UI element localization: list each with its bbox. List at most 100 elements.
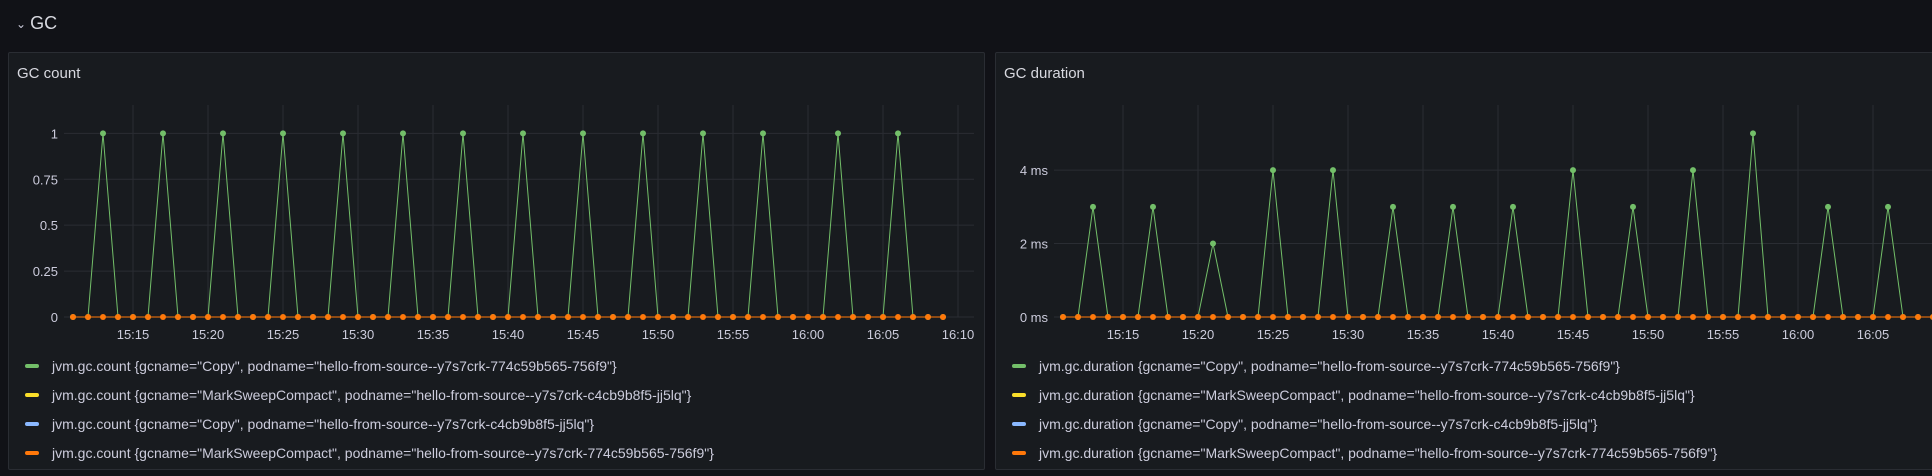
data-point[interactable]: [280, 130, 286, 137]
data-point[interactable]: [580, 314, 586, 320]
data-point[interactable]: [1615, 314, 1621, 320]
data-point[interactable]: [940, 314, 946, 320]
data-point[interactable]: [460, 130, 466, 137]
data-point[interactable]: [1735, 314, 1741, 320]
data-point[interactable]: [1525, 314, 1531, 320]
data-point[interactable]: [1855, 314, 1861, 320]
data-point[interactable]: [790, 314, 796, 320]
data-point[interactable]: [550, 314, 556, 320]
data-point[interactable]: [865, 314, 871, 320]
data-point[interactable]: [1450, 314, 1456, 320]
data-point[interactable]: [1630, 203, 1636, 210]
data-point[interactable]: [640, 314, 646, 320]
data-point[interactable]: [1450, 203, 1456, 210]
data-point[interactable]: [370, 314, 376, 320]
data-point[interactable]: [1330, 314, 1336, 320]
data-point[interactable]: [775, 314, 781, 320]
data-point[interactable]: [505, 314, 511, 320]
data-point[interactable]: [1510, 314, 1516, 320]
data-point[interactable]: [1090, 203, 1096, 210]
data-point[interactable]: [895, 314, 901, 320]
data-point[interactable]: [1900, 314, 1906, 320]
data-point[interactable]: [1645, 314, 1651, 320]
data-point[interactable]: [1060, 314, 1066, 320]
data-point[interactable]: [205, 314, 211, 320]
data-point[interactable]: [310, 314, 316, 320]
legend-item[interactable]: jvm.gc.count {gcname="Copy", podname="he…: [25, 409, 714, 438]
data-point[interactable]: [1660, 314, 1666, 320]
data-point[interactable]: [1390, 203, 1396, 210]
data-point[interactable]: [355, 314, 361, 320]
data-point[interactable]: [1210, 314, 1216, 320]
data-point[interactable]: [535, 314, 541, 320]
data-point[interactable]: [1210, 240, 1216, 247]
data-point[interactable]: [1840, 314, 1846, 320]
data-point[interactable]: [295, 314, 301, 320]
data-point[interactable]: [160, 314, 166, 320]
legend-item[interactable]: jvm.gc.duration {gcname="MarkSweepCompac…: [1012, 438, 1717, 467]
chevron-down-icon[interactable]: ⌄: [16, 17, 27, 31]
data-point[interactable]: [1315, 314, 1321, 320]
data-point[interactable]: [1120, 314, 1126, 320]
legend-item[interactable]: jvm.gc.duration {gcname="Copy", podname=…: [1012, 409, 1717, 438]
data-point[interactable]: [1330, 167, 1336, 174]
row-header-gc[interactable]: ⌄ GC: [16, 10, 57, 36]
data-point[interactable]: [490, 314, 496, 320]
data-point[interactable]: [1345, 314, 1351, 320]
data-point[interactable]: [1630, 314, 1636, 320]
data-point[interactable]: [340, 314, 346, 320]
data-point[interactable]: [1420, 314, 1426, 320]
panel-title[interactable]: GC duration: [1004, 65, 1085, 82]
data-point[interactable]: [700, 130, 706, 137]
legend-item[interactable]: jvm.gc.count {gcname="MarkSweepCompact",…: [25, 438, 714, 467]
data-point[interactable]: [1360, 314, 1366, 320]
data-point[interactable]: [85, 314, 91, 320]
data-point[interactable]: [1810, 314, 1816, 320]
data-point[interactable]: [910, 314, 916, 320]
data-point[interactable]: [880, 314, 886, 320]
data-point[interactable]: [760, 314, 766, 320]
data-point[interactable]: [925, 314, 931, 320]
legend-item[interactable]: jvm.gc.count {gcname="Copy", podname="he…: [25, 351, 714, 380]
data-point[interactable]: [1780, 314, 1786, 320]
data-point[interactable]: [385, 314, 391, 320]
data-point[interactable]: [1690, 167, 1696, 174]
data-point[interactable]: [1135, 314, 1141, 320]
data-point[interactable]: [220, 314, 226, 320]
data-point[interactable]: [1390, 314, 1396, 320]
data-point[interactable]: [445, 314, 451, 320]
data-point[interactable]: [1570, 314, 1576, 320]
data-point[interactable]: [1405, 314, 1411, 320]
legend-item[interactable]: jvm.gc.duration {gcname="MarkSweepCompac…: [1012, 380, 1717, 409]
data-point[interactable]: [1870, 314, 1876, 320]
data-point[interactable]: [115, 314, 121, 320]
data-point[interactable]: [145, 314, 151, 320]
data-point[interactable]: [1150, 203, 1156, 210]
data-point[interactable]: [400, 314, 406, 320]
data-point[interactable]: [325, 314, 331, 320]
data-point[interactable]: [1090, 314, 1096, 320]
data-point[interactable]: [220, 130, 226, 137]
data-point[interactable]: [340, 130, 346, 137]
data-point[interactable]: [1195, 314, 1201, 320]
data-point[interactable]: [265, 314, 271, 320]
data-point[interactable]: [1255, 314, 1261, 320]
data-point[interactable]: [700, 314, 706, 320]
data-point[interactable]: [1540, 314, 1546, 320]
data-point[interactable]: [685, 314, 691, 320]
data-point[interactable]: [1480, 314, 1486, 320]
data-point[interactable]: [1690, 314, 1696, 320]
data-point[interactable]: [1270, 167, 1276, 174]
data-point[interactable]: [805, 314, 811, 320]
legend-item[interactable]: jvm.gc.duration {gcname="Copy", podname=…: [1012, 351, 1717, 380]
data-point[interactable]: [730, 314, 736, 320]
data-point[interactable]: [1240, 314, 1246, 320]
data-point[interactable]: [850, 314, 856, 320]
data-point[interactable]: [655, 314, 661, 320]
data-point[interactable]: [1750, 130, 1756, 137]
data-point[interactable]: [820, 314, 826, 320]
data-point[interactable]: [670, 314, 676, 320]
data-point[interactable]: [520, 314, 526, 320]
data-point[interactable]: [400, 130, 406, 137]
data-point[interactable]: [415, 314, 421, 320]
